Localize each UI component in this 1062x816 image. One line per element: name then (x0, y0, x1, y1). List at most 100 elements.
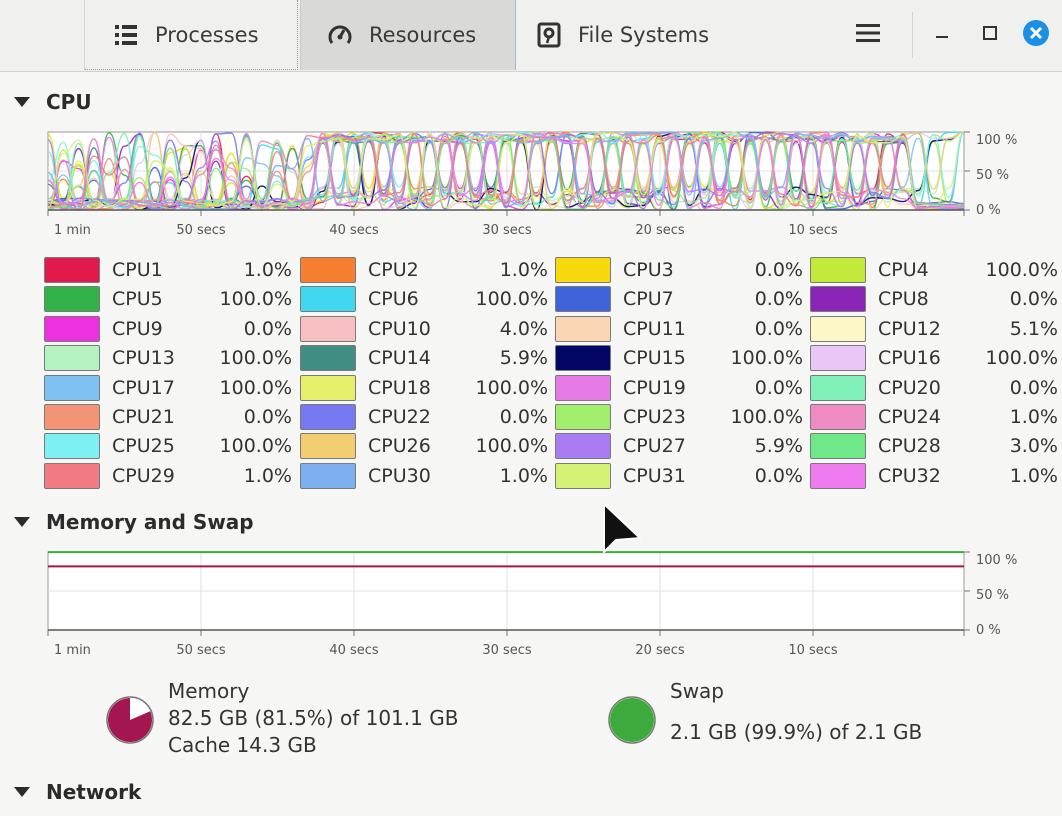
x-tick-label: 20 secs (635, 643, 685, 658)
cpu-color-swatch[interactable] (555, 404, 611, 430)
cpu-color-swatch[interactable] (810, 404, 866, 430)
cpu-color-swatch[interactable] (300, 462, 356, 489)
memory-usage-text: 82.5 GB (81.5%) of 101.1 GB (168, 706, 459, 730)
cpu-usage-value: 0.0% (754, 376, 803, 399)
header-separator (912, 12, 913, 58)
cpu-usage-value: 0.0% (499, 406, 548, 428)
cpu-label: CPU20 (878, 376, 941, 399)
cpu-label: CPU21 (112, 406, 175, 428)
cpu-usage-value: 100.0% (985, 347, 1058, 370)
cpu-label: CPU19 (623, 376, 686, 399)
main-menu-button[interactable] (842, 0, 894, 70)
swap-pie-chart[interactable] (606, 694, 658, 746)
cpu-color-swatch[interactable] (555, 345, 611, 372)
cpu-graph-lines (47, 131, 965, 211)
cpu-color-swatch[interactable] (44, 315, 100, 342)
cpu-color-swatch[interactable] (300, 433, 356, 460)
swap-label: Swap (670, 679, 725, 703)
cpu-line-cpu26 (47, 131, 965, 211)
cpu-color-swatch[interactable] (300, 374, 356, 401)
cpu-color-swatch[interactable] (555, 462, 611, 489)
cpu-usage-value: 100.0% (475, 376, 548, 399)
tab-processes-label: Processes (155, 22, 259, 47)
cpu-color-swatch[interactable] (44, 404, 100, 430)
cpu-legend-item-cpu1: CPU1 1.0% (44, 256, 292, 284)
cpu-usage-value: 100.0% (219, 347, 292, 370)
cpu-usage-value: 100.0% (730, 347, 803, 370)
cpu-label: CPU12 (878, 317, 941, 340)
cpu-legend-item-cpu6: CPU6 100.0% (300, 285, 548, 313)
cpu-label: CPU32 (878, 464, 941, 487)
cpu-label: CPU5 (112, 288, 163, 311)
cpu-color-swatch[interactable] (44, 374, 100, 401)
cpu-label: CPU6 (368, 288, 419, 311)
cpu-legend-item-cpu5: CPU5 100.0% (44, 285, 292, 313)
cpu-color-swatch[interactable] (300, 257, 356, 283)
cpu-legend-item-cpu25: CPU25 100.0% (44, 432, 292, 460)
cpu-legend-item-cpu23: CPU23 100.0% (555, 403, 803, 431)
cpu-y-axis: 100 % 50 % 0 % (964, 131, 1017, 218)
cpu-color-swatch[interactable] (810, 374, 866, 401)
cpu-color-swatch[interactable] (44, 345, 100, 372)
cpu-color-swatch[interactable] (555, 433, 611, 460)
tab-file-systems[interactable]: File Systems (518, 0, 768, 70)
cpu-label: CPU17 (112, 376, 175, 399)
tab-file-systems-label: File Systems (578, 23, 710, 47)
cpu-color-swatch[interactable] (810, 433, 866, 460)
cpu-color-swatch[interactable] (555, 257, 611, 283)
cpu-color-swatch[interactable] (300, 404, 356, 430)
gauge-icon (327, 22, 353, 48)
cpu-color-swatch[interactable] (810, 462, 866, 489)
cpu-color-swatch[interactable] (810, 345, 866, 372)
swap-pie-slice (609, 698, 654, 742)
cpu-label: CPU4 (878, 259, 929, 281)
x-tick-label: 40 secs (329, 223, 379, 238)
cpu-usage-value: 0.0% (754, 464, 803, 487)
cpu-color-swatch[interactable] (44, 257, 100, 283)
cpu-usage-value: 1.0% (1009, 406, 1058, 428)
tab-resources[interactable]: Resources (300, 0, 516, 70)
network-section-title: Network (46, 780, 142, 804)
cpu-legend-item-cpu2: CPU2 1.0% (300, 256, 548, 284)
cpu-legend-item-cpu30: CPU30 1.0% (300, 462, 548, 490)
tab-processes[interactable]: Processes (84, 0, 298, 70)
network-section-header[interactable]: Network (14, 779, 141, 805)
memory-pie-slice (108, 698, 152, 742)
cpu-color-swatch[interactable] (555, 315, 611, 342)
y-tick-label: 100 % (976, 553, 1017, 568)
maximize-button[interactable] (972, 0, 1008, 70)
cpu-label: CPU8 (878, 288, 929, 311)
cpu-color-swatch[interactable] (300, 315, 356, 342)
cpu-color-swatch[interactable] (300, 286, 356, 313)
cpu-section-title: CPU (46, 90, 92, 114)
cpu-usage-value: 4.0% (499, 317, 548, 340)
cpu-label: CPU28 (878, 435, 941, 458)
cpu-label: CPU9 (112, 317, 163, 340)
hamburger-menu-icon (855, 22, 881, 48)
minimize-button[interactable] (924, 0, 960, 70)
cpu-legend-item-cpu27: CPU27 5.9% (555, 432, 803, 460)
x-tick-label: 20 secs (635, 223, 685, 238)
cpu-legend-item-cpu26: CPU26 100.0% (300, 432, 548, 460)
cpu-legend-item-cpu16: CPU16 100.0% (810, 344, 1058, 372)
cpu-legend-item-cpu15: CPU15 100.0% (555, 344, 803, 372)
cpu-color-swatch[interactable] (810, 286, 866, 313)
cpu-color-swatch[interactable] (810, 257, 866, 283)
cpu-legend-item-cpu32: CPU32 1.0% (810, 462, 1058, 490)
cpu-color-swatch[interactable] (810, 315, 866, 342)
memory-pie-chart[interactable] (104, 694, 156, 746)
cpu-color-swatch[interactable] (44, 286, 100, 313)
memory-section-header[interactable]: Memory and Swap (14, 509, 254, 535)
expander-triangle-icon (14, 517, 30, 527)
cpu-line-cpu30 (47, 131, 965, 211)
cpu-color-swatch[interactable] (555, 374, 611, 401)
cpu-color-swatch[interactable] (44, 433, 100, 460)
close-button[interactable] (1016, 0, 1056, 70)
cpu-color-swatch[interactable] (300, 345, 356, 372)
cpu-usage-value: 0.0% (754, 288, 803, 311)
cpu-legend-item-cpu9: CPU9 0.0% (44, 315, 292, 343)
cpu-color-swatch[interactable] (44, 462, 100, 489)
cpu-section-header[interactable]: CPU (14, 89, 92, 115)
x-tick-label: 30 secs (482, 643, 532, 658)
cpu-color-swatch[interactable] (555, 286, 611, 313)
